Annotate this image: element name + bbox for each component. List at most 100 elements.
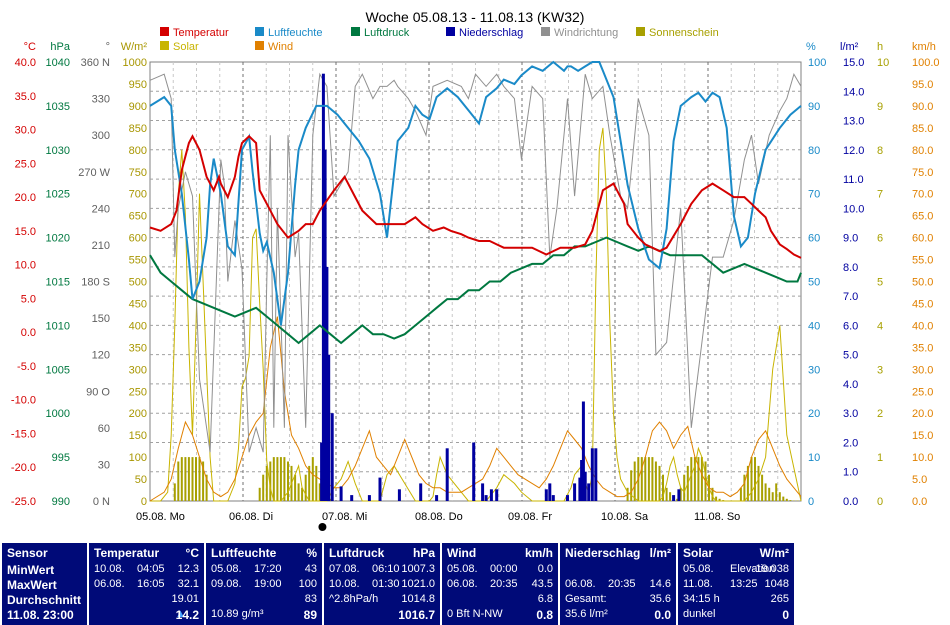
stats-cell-a: 05.08.: [447, 563, 478, 575]
bar-niederschlag: [481, 483, 485, 501]
axis-tick-left: 1035: [46, 101, 70, 113]
stats-row: 10.89 g/m³ 89: [206, 607, 322, 622]
stats-header-label: Niederschlag: [565, 546, 641, 560]
stats-cell-value: -19.038: [751, 563, 789, 575]
axis-tick-left: 50: [135, 474, 147, 486]
stats-cell-a: 05.08.: [683, 563, 714, 575]
bar-niederschlag: [367, 495, 371, 501]
stats-cell-value: 0: [782, 608, 789, 622]
axis-tick-right: 9.0: [843, 233, 858, 245]
stats-cell-value: 1016.7: [398, 608, 435, 622]
bar-sonnenschein: [757, 465, 760, 501]
axis-tick-left: 90 O: [86, 386, 110, 398]
axis-tick-right: 90.0: [912, 101, 933, 113]
axis-unit-left: hPa: [50, 41, 70, 53]
stats-sensor-label: 11.08. 23:00: [7, 608, 74, 622]
axis-tick-right: 95.0: [912, 79, 933, 91]
stats-header-unit: W/m²: [759, 546, 789, 560]
axis-tick-right: 15.0: [843, 57, 864, 69]
axis-tick-right: 7.0: [843, 291, 858, 303]
stats-row: 10.08. 01:30 1021.0: [324, 577, 440, 592]
stats-cell-b: Elevation: [730, 563, 776, 575]
stats-cell-a: 06.08.: [94, 578, 125, 590]
stats-row: 11.08. 13:25 1048: [678, 577, 794, 592]
stats-row: 05.08. Elevation -19.038: [678, 562, 794, 577]
bar-niederschlag: [581, 401, 585, 501]
stats-cell-value: 6.8: [537, 593, 553, 605]
bar-sonnenschein: [658, 465, 661, 501]
axis-tick-right: 70.0: [912, 189, 933, 201]
stats-row: 35.6 l/m² 0.0: [560, 607, 676, 622]
bar-niederschlag: [435, 495, 439, 501]
stats-cell-value: 12.3: [177, 563, 199, 575]
legend-label: Windrichtung: [554, 27, 618, 39]
bar-niederschlag: [594, 448, 598, 501]
axis-tick-right: 40: [808, 320, 820, 332]
stats-cell-value: 1021.0: [401, 578, 435, 590]
axis-tick-left: 120: [92, 350, 110, 362]
stats-column: Solar W/m² 05.08. Elevation -19.038 11.08. 13:…: [678, 543, 794, 625]
stats-cell-a: 34:15 h: [683, 593, 720, 605]
legend-label: Solar: [173, 41, 199, 53]
bar-sonnenschein: [654, 461, 657, 501]
stats-cell-b: 00:00: [490, 563, 518, 575]
axis-tick-right: 100: [808, 57, 826, 69]
series-line-windrichtung: [149, 72, 802, 453]
bar-sonnenschein: [644, 457, 647, 501]
bar-niederschlag: [590, 448, 594, 501]
stats-cell-value: 14.6: [649, 578, 671, 590]
stats-cell-value: 19.01: [171, 593, 199, 605]
legend-swatch: [541, 27, 550, 36]
stats-row: 05.08. 00:00 0.0: [442, 562, 558, 577]
stats-row: ▲ 14.2: [89, 607, 204, 622]
series-line-solar: [150, 127, 802, 502]
stats-cell-b: 16:05: [137, 578, 165, 590]
bar-sonnenschein: [715, 496, 718, 501]
bar-sonnenschein: [771, 492, 774, 501]
axis-tick-right: 0.0: [912, 496, 927, 508]
stats-row: MaxWert: [2, 577, 87, 592]
axis-tick-right: 0: [808, 496, 814, 508]
stats-cell-value: 1014.8: [401, 593, 435, 605]
bar-sonnenschein: [279, 457, 282, 501]
bar-niederschlag: [350, 495, 354, 501]
axis-tick-right: 80: [808, 145, 820, 157]
bar-sonnenschein: [761, 474, 764, 501]
stats-cell-b: 04:05: [137, 563, 165, 575]
axis-tick-left: 150: [92, 313, 110, 325]
bar-niederschlag: [321, 73, 325, 501]
axis-tick-right: 25.0: [912, 386, 933, 398]
axis-tick-right: 7: [877, 189, 883, 201]
stats-row: 07.08. 06:10 1007.3: [324, 562, 440, 577]
bar-sonnenschein: [647, 457, 650, 501]
bar-niederschlag: [580, 460, 584, 501]
bar-sonnenschein: [778, 492, 781, 501]
axis-tick-left: 650: [129, 211, 147, 223]
axis-tick-left: 25.0: [15, 158, 36, 170]
stats-header-unit: hPa: [412, 546, 435, 560]
axis-tick-left: 1010: [46, 320, 70, 332]
bar-sonnenschein: [301, 487, 304, 501]
stats-header-label: Wind: [447, 546, 477, 560]
axis-unit-right: l/m²: [840, 41, 859, 53]
bar-sonnenschein: [754, 457, 756, 501]
stats-cell-value: 0.0: [537, 563, 553, 575]
grid: [150, 62, 801, 501]
axis-tick-right: 8: [877, 145, 883, 157]
axis-tick-right: 60: [808, 233, 820, 245]
bar-sonnenschein: [283, 457, 286, 501]
bar-niederschlag: [325, 266, 329, 501]
axis-tick-right: 3: [877, 364, 883, 376]
axis-tick-left: 1015: [46, 277, 70, 289]
axis-unit-right: km/h: [912, 41, 936, 53]
bar-niederschlag: [339, 486, 343, 501]
bar-sonnenschein: [311, 457, 314, 501]
axis-tick-left: 330: [92, 94, 110, 106]
stats-cell-b: 13:25: [730, 578, 758, 590]
axis-tick-left: 1030: [46, 145, 70, 157]
stats-cell-b: 20:35: [608, 578, 636, 590]
axis-tick-left: 100: [129, 452, 147, 464]
bar-sonnenschein: [297, 483, 300, 501]
stats-header: Wind km/h: [442, 543, 558, 561]
bar-sonnenschein: [697, 457, 700, 501]
